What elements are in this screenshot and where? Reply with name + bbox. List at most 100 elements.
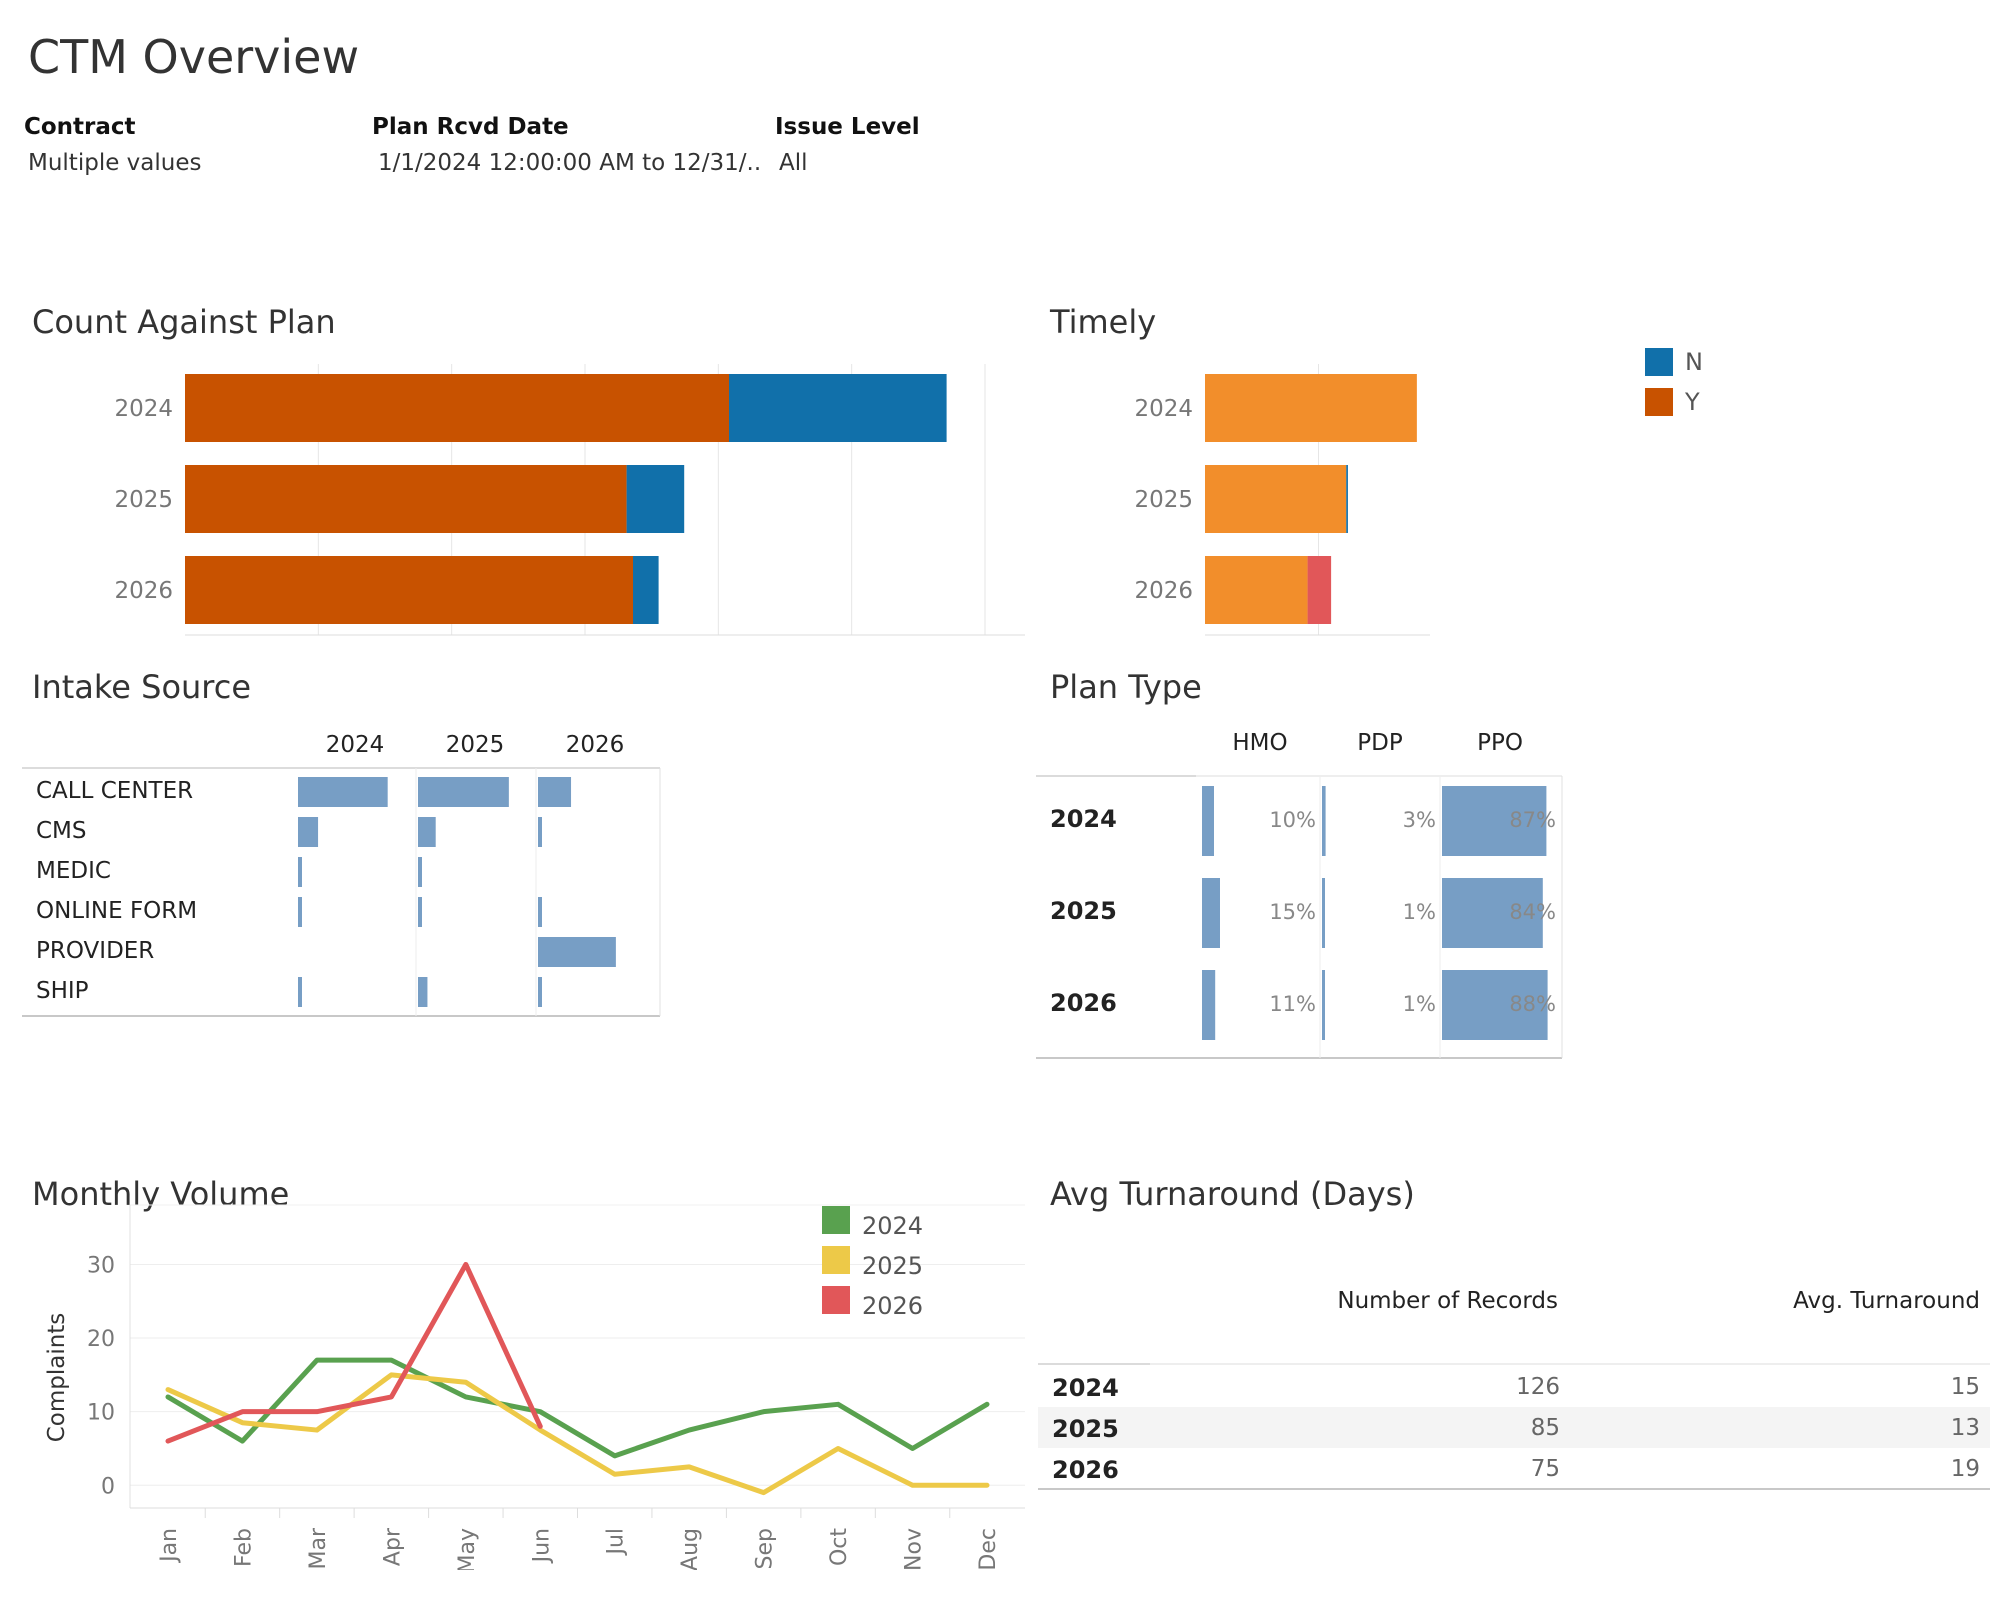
filter-label: Plan Rcvd Date — [372, 114, 569, 140]
legend-swatch — [822, 1246, 850, 1274]
plan-type-bar — [1322, 786, 1326, 856]
data-label: 88% — [1509, 992, 1556, 1016]
plan-type-bar — [1442, 878, 1543, 948]
bar-segment — [1205, 374, 1417, 442]
category-label: 2024 — [114, 396, 173, 422]
filter-issue-level[interactable]: Issue Level All — [775, 114, 1035, 176]
column-header: Avg. Turnaround — [1793, 1288, 1980, 1314]
category-label: 2025 — [114, 487, 173, 513]
legend-swatch — [822, 1206, 850, 1234]
column-header: PPO — [1477, 730, 1523, 756]
intake-bar — [298, 857, 302, 887]
filter-plan-rcvd-date[interactable]: Plan Rcvd Date 1/1/2024 12:00:00 AM to 1… — [372, 114, 762, 176]
intake-bar — [418, 817, 436, 847]
column-header: Number of Records — [1337, 1288, 1558, 1314]
cell-avg: 19 — [1951, 1456, 1980, 1482]
filter-contract[interactable]: Contract Multiple values — [24, 114, 344, 176]
plan-type-bar — [1202, 786, 1214, 856]
data-label: 11% — [1269, 992, 1316, 1016]
cell-records: 126 — [1516, 1374, 1560, 1400]
intake-bar — [298, 777, 388, 807]
data-label: 1% — [1403, 900, 1436, 924]
bar-segment — [185, 374, 729, 442]
plan-type-bar — [1322, 878, 1325, 948]
intake-bar — [538, 777, 572, 807]
monthly-volume-chart: 0 10 20 30 Complaints Jan Feb Mar Apr May Jun Jul Au… — [44, 1204, 1025, 1570]
legend-label: N — [1685, 348, 1703, 376]
timely-title: Timely — [1050, 303, 1157, 341]
intake-bar — [418, 897, 422, 927]
count-against-plan-chart: 2024 2025 2026 — [114, 364, 1025, 636]
cell-records: 85 — [1531, 1415, 1560, 1441]
series-line-2025 — [165, 1372, 990, 1496]
filter-label: Issue Level — [775, 114, 920, 140]
row-label: 2025 — [1052, 1415, 1119, 1443]
data-label: 15% — [1269, 900, 1316, 924]
intake-bar — [418, 777, 509, 807]
timeliness-legend: N Y — [1645, 342, 1703, 422]
series-line-2024 — [165, 1357, 990, 1459]
monthly-volume-title: Monthly Volume — [32, 1175, 290, 1213]
plan-type-bar — [1322, 970, 1325, 1040]
intake-bar — [538, 977, 542, 1007]
x-tick-label: Sep — [753, 1528, 778, 1569]
x-tick-label: Mar — [306, 1527, 331, 1569]
timely-chart: 2024 2025 2026 — [1134, 364, 1430, 636]
x-tick-label: May — [455, 1528, 480, 1570]
x-tick-label: Jul — [604, 1528, 629, 1557]
page-title: CTM Overview — [28, 30, 360, 84]
row-label: CMS — [36, 818, 87, 844]
row-label: PROVIDER — [36, 938, 154, 964]
data-label: 1% — [1403, 992, 1436, 1016]
bar-segment — [626, 465, 685, 533]
row-label: 2024 — [1052, 1374, 1119, 1402]
row-label: 2025 — [1050, 897, 1117, 925]
cell-avg: 13 — [1951, 1415, 1980, 1441]
filter-value: Multiple values — [28, 150, 202, 176]
legend-label: 2026 — [862, 1292, 923, 1320]
x-tick-label: Jun — [529, 1528, 554, 1564]
plan-type-bar — [1442, 970, 1548, 1040]
column-header: PDP — [1357, 730, 1403, 756]
row-label: CALL CENTER — [36, 778, 193, 804]
data-label: 84% — [1509, 900, 1556, 924]
bar-segment — [1346, 465, 1348, 533]
bar-segment — [729, 374, 947, 442]
row-label: 2026 — [1052, 1456, 1119, 1484]
data-label: 87% — [1509, 808, 1556, 832]
cell-records: 75 — [1531, 1456, 1560, 1482]
filter-label: Contract — [24, 114, 136, 140]
count-against-plan-title: Count Against Plan — [32, 303, 336, 341]
column-header: 2024 — [326, 732, 385, 758]
data-label: 10% — [1269, 808, 1316, 832]
y-axis-label: Complaints — [44, 1313, 70, 1443]
y-tick-label: 20 — [87, 1327, 115, 1352]
bar-segment — [1205, 556, 1308, 624]
legend-item-n[interactable]: N — [1645, 342, 1703, 382]
plan-type-bar — [1442, 786, 1547, 856]
x-tick-label: Feb — [231, 1528, 256, 1567]
legend-swatch — [1645, 388, 1673, 416]
bar-segment — [1307, 556, 1332, 624]
legend-label: 2024 — [862, 1212, 923, 1240]
filter-value: All — [779, 150, 808, 176]
row-label: 2024 — [1050, 805, 1117, 833]
series-line-2026 — [165, 1261, 543, 1444]
legend-label: 2025 — [862, 1252, 923, 1280]
cell-avg: 15 — [1951, 1374, 1980, 1400]
row-band — [1038, 1407, 1990, 1448]
y-tick-label: 30 — [87, 1253, 115, 1278]
y-tick-label: 0 — [101, 1474, 115, 1499]
x-tick-label: Jan — [157, 1528, 182, 1564]
bar-segment — [1205, 465, 1347, 533]
intake-bar — [538, 937, 616, 967]
legend-item-y[interactable]: Y — [1645, 382, 1703, 422]
intake-bar — [298, 817, 319, 847]
intake-source-title: Intake Source — [32, 668, 252, 706]
column-header: HMO — [1232, 730, 1287, 756]
intake-bar — [418, 857, 422, 887]
category-label: 2026 — [114, 578, 173, 604]
row-label: 2026 — [1050, 989, 1117, 1017]
intake-bar — [418, 977, 428, 1007]
category-label: 2024 — [1134, 396, 1193, 422]
